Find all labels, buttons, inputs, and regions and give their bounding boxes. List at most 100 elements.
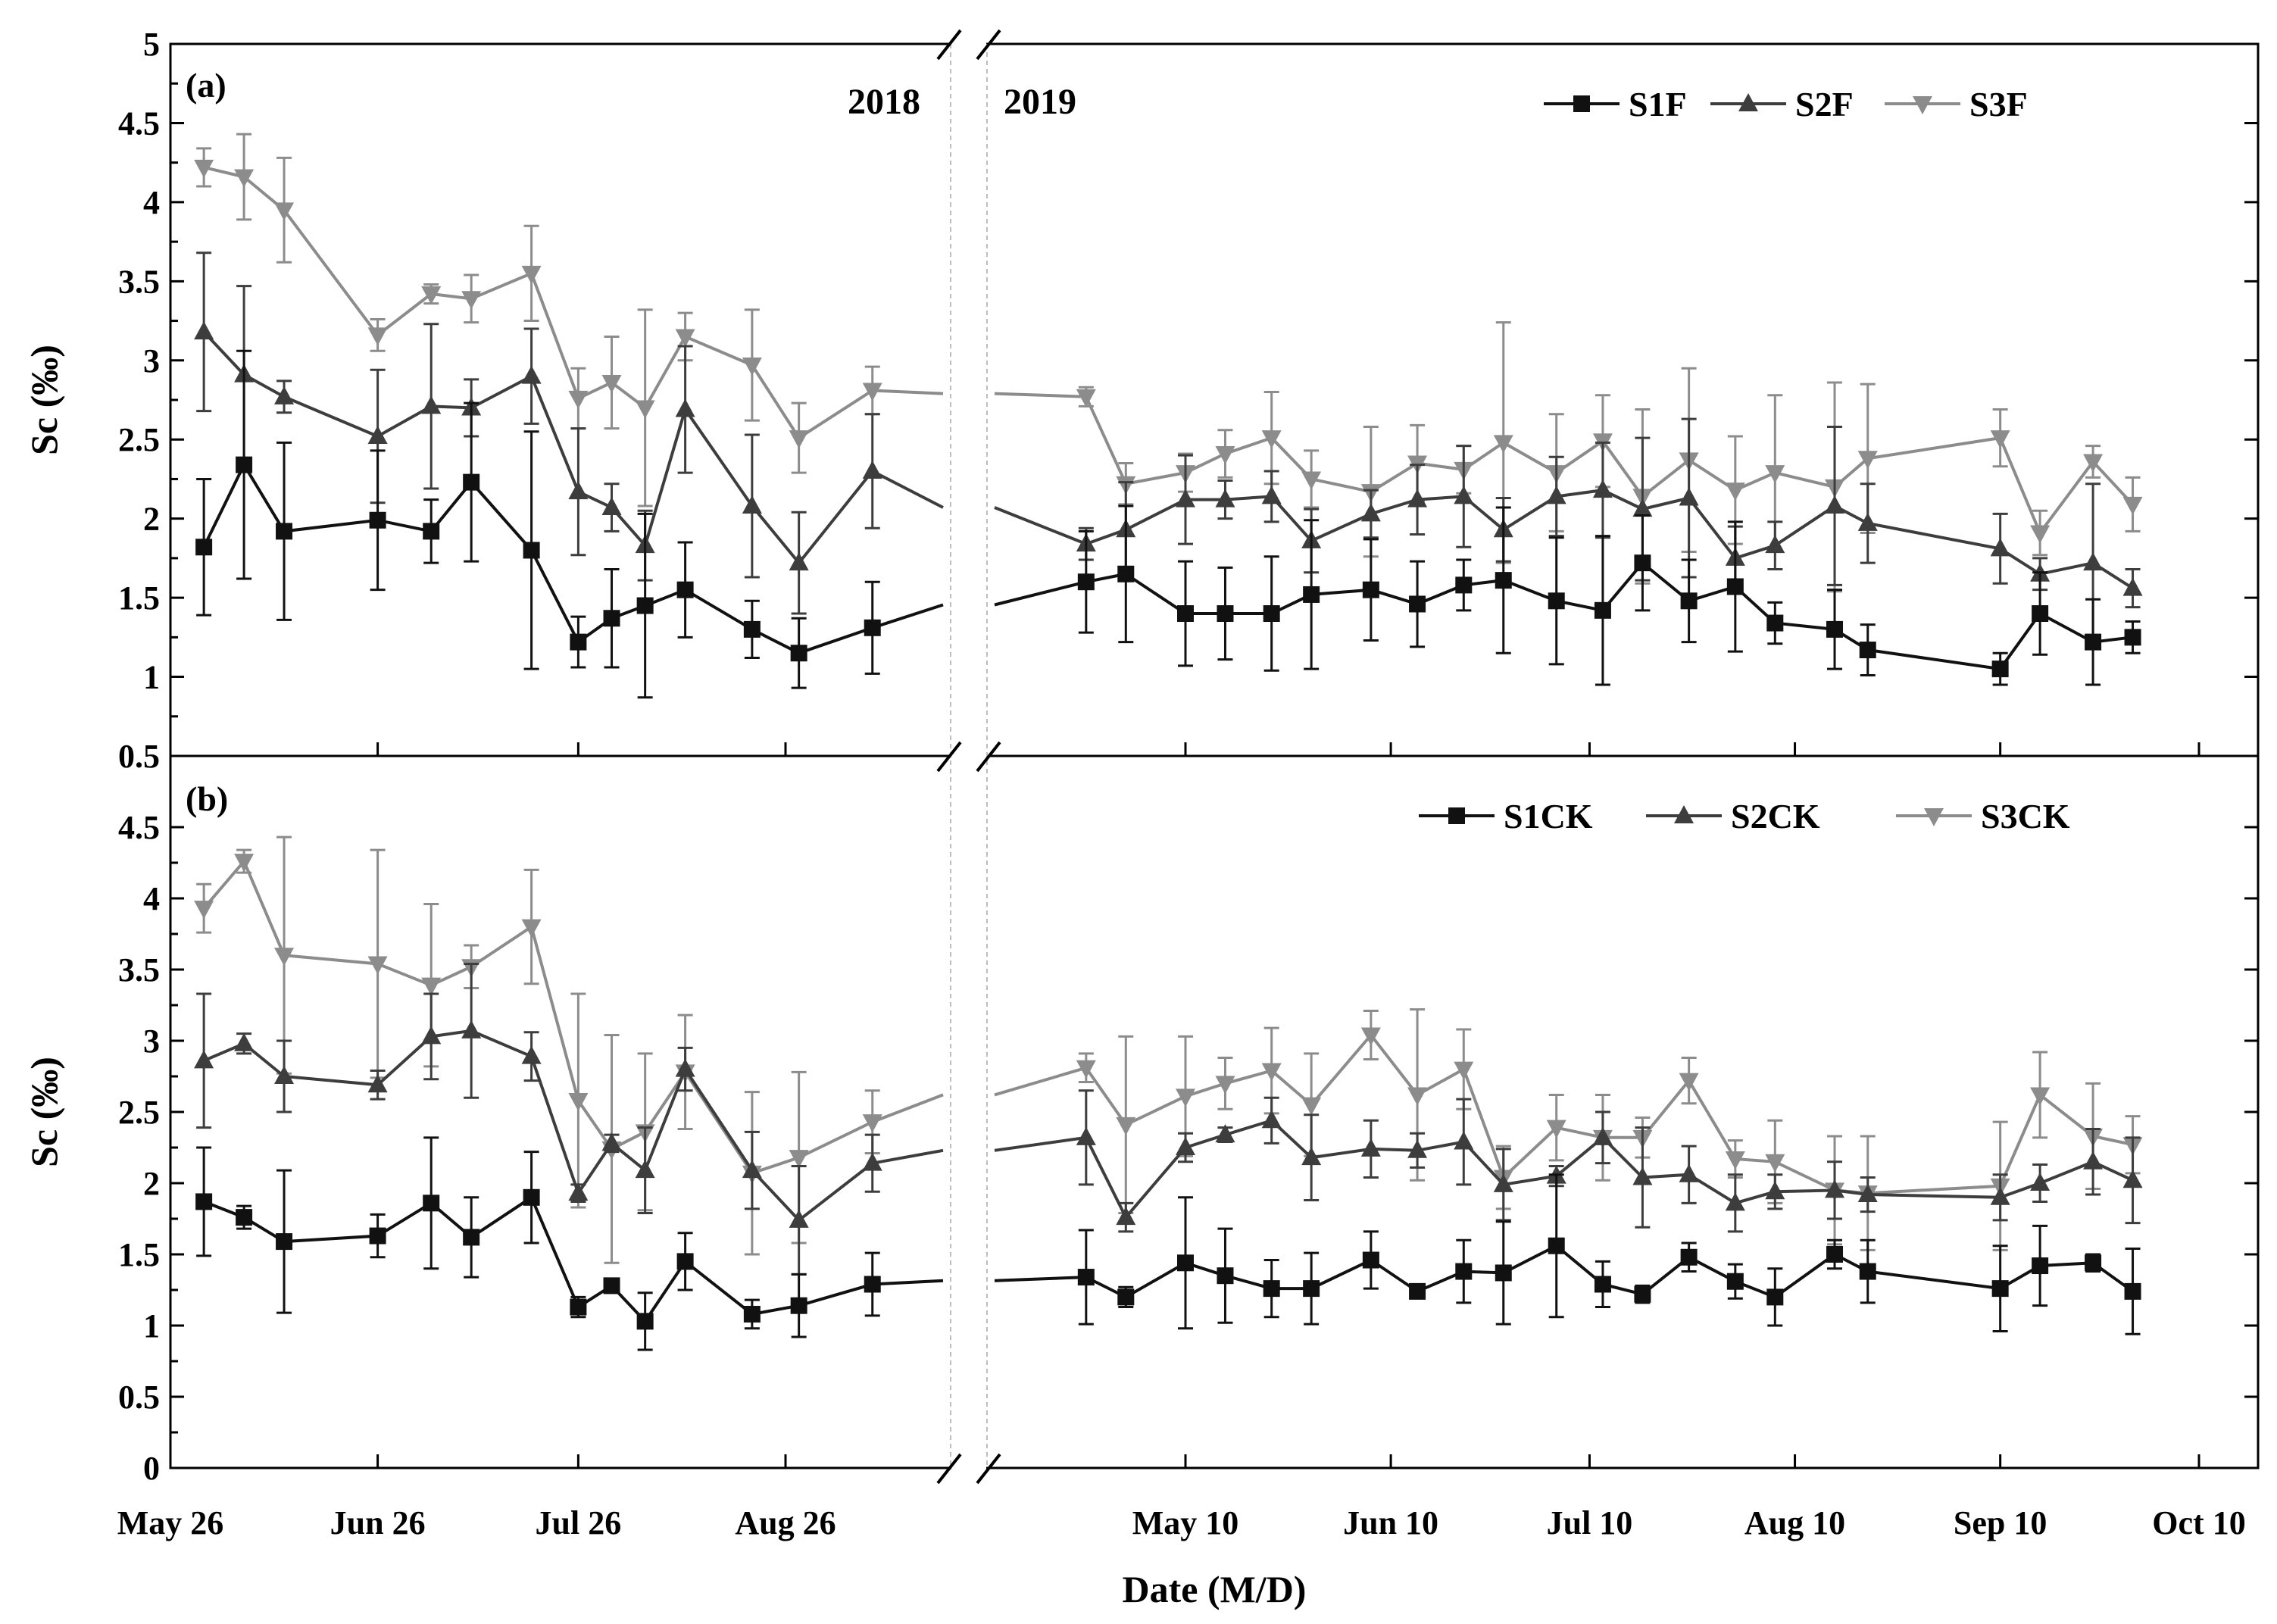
data-point-S2F: [601, 497, 622, 516]
data-point-S2F: [1765, 535, 1785, 554]
data-point-S2F: [1825, 495, 1845, 514]
data-point-S3F: [521, 265, 542, 284]
data-point-S1F: [864, 619, 881, 636]
data-point-S3F: [2030, 525, 2051, 544]
legend-marker-S2F: [1738, 93, 1758, 111]
data-point-S1F: [1077, 573, 1095, 591]
data-point-S2F: [274, 386, 295, 404]
data-point-S3F: [1990, 430, 2010, 449]
data-point-S2CK: [601, 1132, 622, 1151]
data-point-S1CK: [2032, 1257, 2049, 1275]
data-point-S2F: [2083, 552, 2104, 571]
data-point-S1CK: [1826, 1246, 1844, 1263]
data-point-S3CK: [789, 1150, 809, 1169]
data-point-S2F: [421, 395, 442, 414]
data-point-S1F: [423, 523, 440, 540]
data-point-S2CK: [1215, 1124, 1235, 1143]
legend-b: S1CK S2CK S3CK: [1419, 797, 2070, 835]
data-point-S2CK: [1493, 1173, 1513, 1192]
data-point-S2CK: [421, 1026, 442, 1045]
data-point-S3F: [1301, 471, 1322, 490]
data-point-S1CK: [1217, 1267, 1234, 1285]
data-point-S2CK: [1765, 1181, 1785, 1200]
y-tick-label-a: 2: [143, 501, 160, 538]
data-point-S1F: [1991, 661, 2009, 678]
data-point-S1CK: [2085, 1254, 2102, 1272]
data-point-S3F: [1215, 446, 1235, 465]
data-point-S3CK: [1765, 1154, 1785, 1173]
data-point-S2F: [1632, 498, 1653, 517]
data-point-S1CK: [463, 1229, 480, 1246]
data-point-S1F: [1826, 620, 1844, 638]
data-point-S3CK: [1176, 1088, 1195, 1107]
data-point-S2CK: [862, 1152, 882, 1171]
data-point-S3F: [194, 159, 214, 178]
data-point-S1F: [2032, 605, 2049, 622]
data-point-S3CK: [1407, 1087, 1428, 1106]
data-point-S2CK: [1360, 1138, 1381, 1157]
data-point-S1F: [195, 539, 213, 556]
data-point-S1F: [1177, 605, 1194, 622]
data-point-S2F: [1990, 538, 2010, 557]
data-point-S2F: [1857, 512, 1878, 531]
break-mark-mid-right: [976, 741, 1001, 773]
x-tick-label: Jun 10: [1343, 1504, 1438, 1541]
y-tick-label-a: 1: [143, 659, 160, 696]
break-mark-bottom-right: [976, 1453, 1001, 1485]
data-point-S2CK: [568, 1182, 589, 1201]
data-point-S1CK: [195, 1193, 213, 1210]
x-tick-label: Jun 26: [330, 1504, 426, 1541]
data-point-S1CK: [1177, 1254, 1194, 1272]
data-point-S1F: [1455, 576, 1473, 594]
data-point-S1F: [1594, 601, 1611, 619]
data-point-S1CK: [1859, 1263, 1876, 1280]
year-label-2019: 2019: [1004, 82, 1076, 122]
data-point-S2CK: [521, 1045, 542, 1064]
x-tick-label: Sep 10: [1954, 1504, 2047, 1541]
data-point-S2F: [742, 495, 762, 514]
data-point-S3F: [1261, 430, 1282, 449]
data-point-S2CK: [1632, 1166, 1653, 1185]
data-point-S2CK: [274, 1066, 295, 1084]
data-point-S1CK: [570, 1298, 587, 1316]
data-point-S3CK: [194, 901, 214, 920]
data-point-S2F: [521, 365, 542, 384]
data-point-S1CK: [743, 1305, 761, 1323]
data-point-S1CK: [1362, 1251, 1379, 1269]
data-point-S3F: [862, 383, 882, 401]
data-point-S1CK: [1409, 1282, 1426, 1300]
data-point-S2CK: [1454, 1131, 1474, 1150]
data-point-S3F: [461, 291, 482, 310]
data-point-S1F: [603, 610, 620, 627]
data-point-S1CK: [1634, 1285, 1651, 1303]
y-tick-label-a: 1.5: [118, 579, 160, 617]
y-tick-label-b: 2.5: [118, 1094, 160, 1131]
data-point-S1CK: [423, 1195, 440, 1212]
data-point-S2F: [862, 461, 882, 479]
data-point-S1F: [1680, 592, 1698, 610]
data-point-S1CK: [676, 1253, 694, 1270]
data-point-S3F: [2122, 496, 2143, 515]
data-point-S3CK: [2030, 1087, 2051, 1106]
data-point-S2F: [1454, 486, 1474, 504]
data-point-S3F: [234, 169, 255, 188]
data-point-S3CK: [1679, 1073, 1699, 1092]
data-point-S3CK: [1261, 1063, 1282, 1082]
data-point-S1F: [1634, 554, 1651, 572]
data-point-S2CK: [1116, 1207, 1136, 1226]
data-point-S1CK: [1766, 1288, 1784, 1306]
data-point-S2CK: [1592, 1126, 1613, 1145]
data-point-S1F: [1726, 578, 1744, 595]
data-point-S1CK: [369, 1227, 386, 1245]
legend-marker-S2CK: [1674, 805, 1694, 823]
y-axis-title-a: Sc (‰): [23, 345, 65, 455]
panel-a-series: [194, 133, 2143, 699]
data-point-S2CK: [2122, 1170, 2143, 1188]
data-point-S2F: [1360, 503, 1381, 522]
x-tick-label: Aug 26: [735, 1504, 836, 1541]
legend-marker-S3F: [1913, 96, 1932, 114]
data-point-S1F: [570, 633, 587, 651]
legend-label-S3CK: S3CK: [1981, 797, 2070, 835]
panel-b-series: [194, 835, 2143, 1351]
